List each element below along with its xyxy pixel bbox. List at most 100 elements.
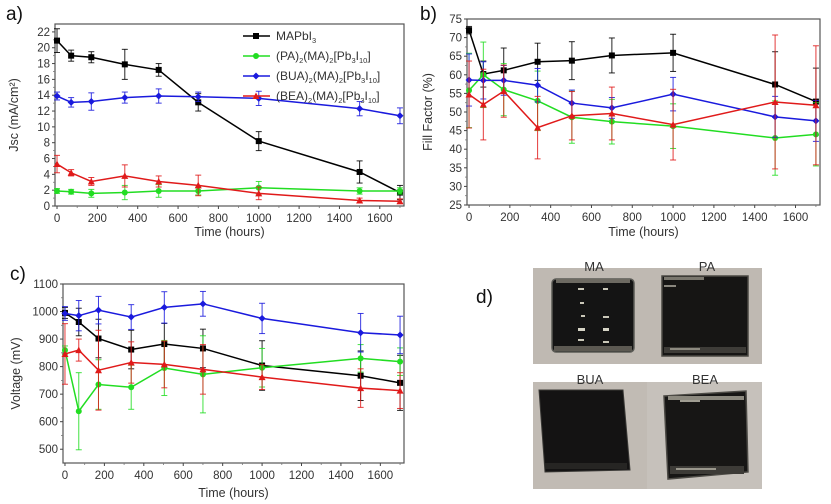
data-point bbox=[194, 93, 202, 101]
data-point bbox=[199, 365, 207, 373]
y-tick-label: 8 bbox=[44, 138, 50, 150]
data-point bbox=[87, 98, 95, 106]
x-tick-label: 600 bbox=[582, 212, 601, 224]
data-point bbox=[568, 57, 575, 64]
y-tick-label: 6 bbox=[44, 154, 50, 166]
legend-marker bbox=[253, 33, 259, 39]
data-point bbox=[199, 300, 207, 308]
y-tick-label: 16 bbox=[37, 74, 50, 86]
x-tick-label: 800 bbox=[213, 470, 232, 482]
x-tick-label: 1400 bbox=[328, 470, 354, 482]
y-axis-label: Voltage (mV) bbox=[9, 337, 23, 409]
data-point bbox=[397, 358, 404, 365]
y-tick-label: 20 bbox=[37, 43, 50, 55]
series-3 bbox=[465, 34, 820, 170]
y-tick-label: 4 bbox=[44, 169, 51, 181]
data-point bbox=[75, 408, 82, 415]
y-tick-label: 55 bbox=[449, 88, 462, 100]
data-point bbox=[75, 312, 83, 320]
data-point bbox=[67, 169, 75, 176]
data-point bbox=[357, 329, 365, 337]
data-point bbox=[396, 112, 404, 120]
x-tick-label: 0 bbox=[466, 212, 472, 224]
x-tick-label: 1000 bbox=[660, 212, 686, 224]
y-tick-label: 0 bbox=[44, 201, 50, 213]
x-tick-label: 200 bbox=[500, 212, 519, 224]
data-point bbox=[68, 188, 75, 195]
data-point bbox=[500, 87, 508, 95]
device-photo-pa bbox=[661, 275, 749, 357]
data-point bbox=[466, 27, 473, 34]
data-point bbox=[356, 168, 363, 175]
y-tick-label: 600 bbox=[39, 417, 58, 429]
data-point bbox=[396, 331, 404, 339]
y-tick-label: 12 bbox=[37, 106, 50, 118]
legend-marker bbox=[252, 92, 260, 99]
data-point bbox=[53, 92, 61, 100]
y-tick-label: 70 bbox=[449, 33, 462, 45]
y-tick-label: 14 bbox=[37, 90, 50, 102]
data-point bbox=[160, 303, 168, 311]
series-0 bbox=[54, 28, 403, 201]
series-3 bbox=[53, 154, 404, 205]
data-point bbox=[195, 99, 202, 106]
x-tick-label: 1600 bbox=[783, 212, 809, 224]
x-tick-label: 800 bbox=[623, 212, 642, 224]
data-point bbox=[255, 189, 263, 197]
y-tick-label: 45 bbox=[449, 126, 462, 138]
panel-label-c: c) bbox=[10, 264, 26, 285]
photo-label-ma: MA bbox=[584, 259, 604, 274]
series-3 bbox=[61, 323, 404, 411]
y-tick-label: 30 bbox=[449, 181, 462, 193]
plot-frame bbox=[54, 23, 405, 207]
y-tick-label: 900 bbox=[39, 334, 58, 346]
x-tick-label: 1000 bbox=[249, 470, 275, 482]
panel-label-d: d) bbox=[476, 287, 493, 308]
x-tick-label: 1400 bbox=[742, 212, 768, 224]
data-point bbox=[88, 54, 95, 61]
legend-marker bbox=[253, 53, 259, 59]
data-point bbox=[670, 49, 677, 56]
data-point bbox=[479, 101, 487, 108]
y-tick-label: 50 bbox=[449, 107, 462, 119]
data-point bbox=[534, 58, 541, 65]
photo-label-pa: PA bbox=[699, 259, 716, 274]
data-point bbox=[94, 366, 102, 374]
data-point bbox=[568, 112, 576, 119]
data-point bbox=[396, 387, 404, 394]
device-photo-bua bbox=[538, 389, 631, 473]
data-point bbox=[155, 187, 162, 194]
data-point bbox=[669, 121, 677, 128]
data-point bbox=[608, 52, 615, 59]
data-point bbox=[155, 92, 163, 100]
data-point bbox=[68, 52, 75, 59]
x-tick-label: 1400 bbox=[327, 213, 353, 225]
x-tick-label: 0 bbox=[62, 470, 68, 482]
x-axis-label: Time (hours) bbox=[608, 225, 678, 239]
data-point bbox=[194, 181, 202, 189]
device-photo-ma bbox=[551, 278, 635, 353]
photo-label-bua: BUA bbox=[577, 372, 604, 387]
data-point bbox=[356, 105, 364, 113]
data-point bbox=[121, 94, 129, 102]
data-point bbox=[771, 98, 779, 105]
photo-label-bea: BEA bbox=[692, 372, 718, 387]
data-point bbox=[396, 197, 404, 205]
x-tick-label: 600 bbox=[174, 470, 193, 482]
x-tick-label: 1200 bbox=[286, 213, 312, 225]
data-point bbox=[94, 306, 102, 314]
plot-frame bbox=[62, 283, 405, 464]
x-axis-label: Time (hours) bbox=[198, 486, 268, 500]
x-tick-label: 200 bbox=[88, 213, 107, 225]
x-tick-label: 0 bbox=[54, 213, 60, 225]
data-point bbox=[128, 384, 135, 391]
legend-label: (BUA)2(MA)2[Pb3I10] bbox=[276, 69, 380, 85]
y-tick-label: 60 bbox=[449, 70, 462, 82]
data-point bbox=[121, 172, 129, 179]
y-tick-label: 700 bbox=[39, 389, 58, 401]
y-tick-label: 65 bbox=[449, 51, 462, 63]
